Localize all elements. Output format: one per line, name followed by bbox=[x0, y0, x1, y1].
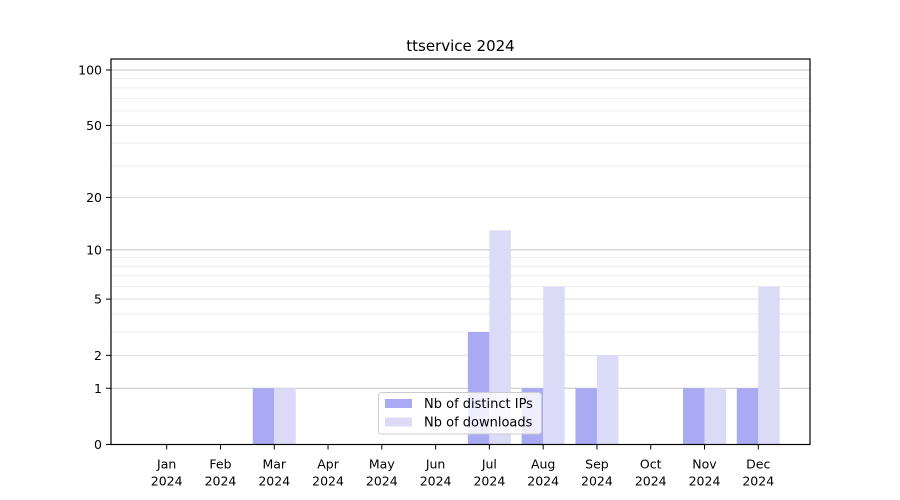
x-tick-label-month: Jun bbox=[425, 457, 446, 472]
bar-downloads-mar bbox=[274, 388, 296, 445]
y-axis-labels: 0 1 2 5 10 20 50 100 bbox=[78, 63, 102, 453]
x-tick-label-year: 2024 bbox=[473, 474, 505, 489]
x-tick-label-year: 2024 bbox=[258, 474, 290, 489]
bar-distinct-ips-nov bbox=[683, 388, 705, 445]
legend-swatch-downloads-icon bbox=[385, 417, 412, 427]
x-tick-label-year: 2024 bbox=[527, 474, 559, 489]
bar-downloads-sep bbox=[596, 355, 619, 445]
x-tick-label-year: 2024 bbox=[635, 474, 667, 489]
x-tick-label-month: Oct bbox=[640, 457, 662, 472]
x-tick-label-month: Mar bbox=[262, 457, 286, 472]
legend: Nb of distinct IPs Nb of downloads bbox=[378, 392, 542, 435]
y-tick-label: 50 bbox=[86, 118, 102, 133]
bar-distinct-ips-dec bbox=[736, 388, 759, 445]
x-tick-label-year: 2024 bbox=[689, 474, 721, 489]
x-tick-label-year: 2024 bbox=[151, 474, 183, 489]
x-tick-label-month: Aug bbox=[531, 457, 555, 472]
y-tick-label: 2 bbox=[94, 348, 102, 363]
x-tick-label-month: May bbox=[369, 457, 395, 472]
x-tick-label-month: Sep bbox=[585, 457, 609, 472]
x-tick-label-month: Jul bbox=[481, 457, 497, 472]
x-tick-label-year: 2024 bbox=[742, 474, 774, 489]
x-tick-label-year: 2024 bbox=[312, 474, 344, 489]
chart-title: ttservice 2024 bbox=[406, 37, 514, 55]
y-tick-label: 10 bbox=[86, 242, 102, 257]
plot-frame bbox=[110, 58, 811, 446]
legend-swatch-distinct-ips-icon bbox=[385, 399, 412, 408]
bar-downloads-nov bbox=[704, 388, 726, 445]
bar-downloads-dec bbox=[758, 286, 780, 445]
bar-distinct-ips-mar bbox=[252, 388, 275, 445]
x-tick-label-month: Jan bbox=[156, 457, 176, 472]
legend-label-distinct-ips: Nb of distinct IPs bbox=[424, 397, 533, 412]
x-tick-label-year: 2024 bbox=[581, 474, 613, 489]
x-tick-label-year: 2024 bbox=[366, 474, 398, 489]
y-tick-label: 5 bbox=[94, 292, 102, 307]
x-tick-label-month: Dec bbox=[746, 457, 770, 472]
x-tick-label-month: Nov bbox=[692, 457, 717, 472]
y-tick-label: 0 bbox=[94, 437, 102, 452]
y-tick-label: 1 bbox=[94, 381, 102, 396]
bar-downloads-jul bbox=[489, 230, 511, 445]
axes bbox=[106, 58, 811, 450]
x-tick-label-month: Apr bbox=[317, 457, 339, 472]
legend-label-downloads: Nb of downloads bbox=[424, 416, 533, 431]
bar-downloads-aug bbox=[543, 286, 565, 445]
x-tick-label-month: Feb bbox=[209, 457, 231, 472]
y-tick-label: 20 bbox=[86, 190, 102, 205]
x-tick-label-year: 2024 bbox=[420, 474, 452, 489]
bar-distinct-ips-sep bbox=[575, 388, 597, 445]
x-tick-label-year: 2024 bbox=[205, 474, 237, 489]
bars bbox=[252, 230, 780, 445]
y-tick-label: 100 bbox=[78, 63, 102, 78]
legend-box bbox=[378, 392, 542, 435]
x-axis-labels: Jan 2024 Feb 2024 Mar 2024 Apr 2024 May 2024 Jun 20… bbox=[151, 457, 774, 489]
gridlines bbox=[111, 69, 810, 389]
